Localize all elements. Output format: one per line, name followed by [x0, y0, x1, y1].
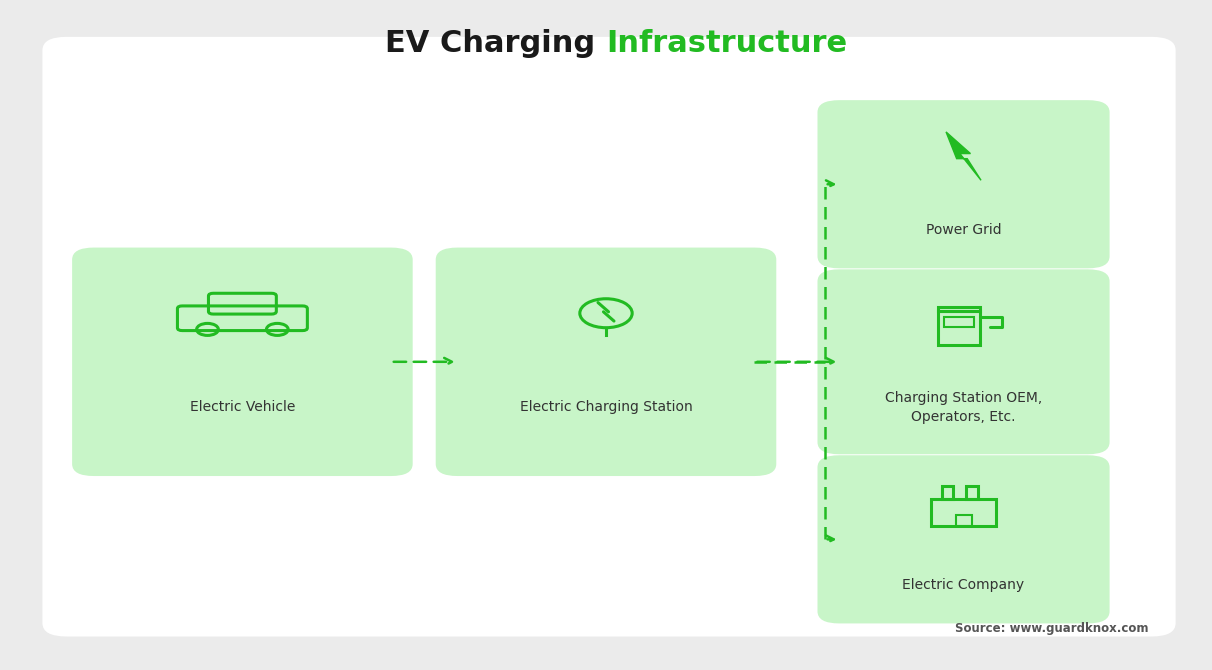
- Text: Power Grid: Power Grid: [926, 223, 1001, 237]
- FancyBboxPatch shape: [73, 248, 412, 476]
- Text: Infrastructure: Infrastructure: [606, 29, 847, 58]
- Text: Electric Charging Station: Electric Charging Station: [520, 401, 692, 414]
- FancyBboxPatch shape: [817, 456, 1110, 623]
- Text: EV Charging: EV Charging: [385, 29, 606, 58]
- FancyBboxPatch shape: [436, 248, 776, 476]
- Polygon shape: [947, 132, 981, 180]
- Text: Source: www.guardknox.com: Source: www.guardknox.com: [955, 622, 1149, 635]
- FancyBboxPatch shape: [817, 269, 1110, 454]
- Text: Charging Station OEM,
Operators, Etc.: Charging Station OEM, Operators, Etc.: [885, 391, 1042, 423]
- FancyBboxPatch shape: [817, 100, 1110, 269]
- FancyBboxPatch shape: [42, 37, 1176, 636]
- Text: Electric Company: Electric Company: [903, 578, 1024, 592]
- Text: Electric Vehicle: Electric Vehicle: [190, 401, 295, 414]
